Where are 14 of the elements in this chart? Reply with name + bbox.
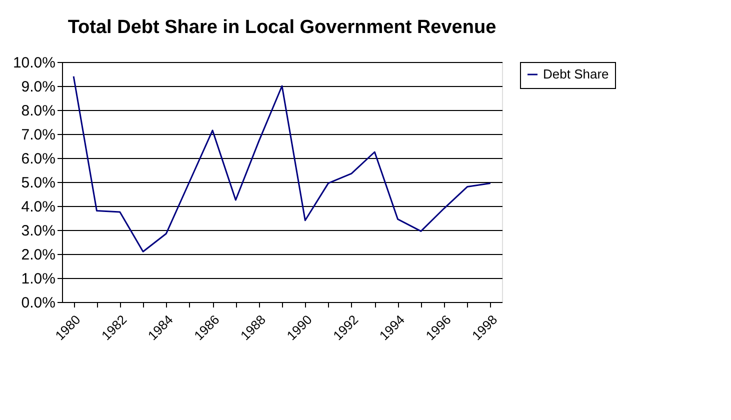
y-tick-label: 0.0%: [21, 294, 56, 312]
y-tick-label: 3.0%: [21, 222, 56, 240]
y-tick-label: 8.0%: [21, 102, 56, 120]
y-tick-label: 7.0%: [21, 126, 56, 144]
y-tick-label: 10.0%: [12, 54, 56, 72]
legend-label: Debt Share: [543, 66, 609, 82]
chart-title: Total Debt Share in Local Government Revenue: [68, 17, 496, 38]
y-tick-label: 2.0%: [21, 246, 56, 264]
y-tick-label: 6.0%: [21, 150, 56, 168]
y-tick-label: 1.0%: [21, 270, 56, 288]
y-tick-label: 4.0%: [21, 198, 56, 216]
y-tick-label: 5.0%: [21, 174, 56, 192]
line-series: [72, 76, 492, 252]
y-tick-label: 9.0%: [21, 78, 56, 96]
